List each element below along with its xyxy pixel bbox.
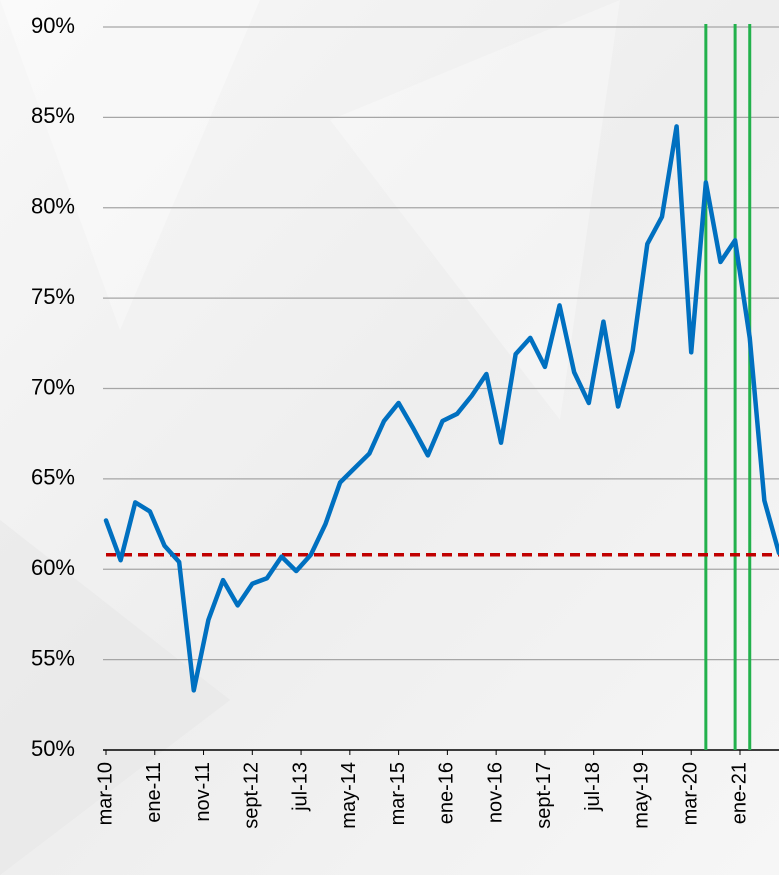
bg-facet	[330, 0, 620, 420]
x-tick-label: ene-16	[436, 762, 458, 824]
y-tick-label: 85%	[31, 103, 75, 128]
bg-facet	[0, 0, 260, 330]
y-tick-label: 55%	[31, 645, 75, 670]
x-tick-label: nov-16	[484, 762, 506, 823]
x-tick-label: mar-20	[679, 762, 701, 825]
y-tick-label: 50%	[31, 736, 75, 761]
x-tick-label: jul-13	[289, 762, 311, 812]
y-tick-label: 75%	[31, 284, 75, 309]
x-tick-label: jul-18	[582, 762, 604, 812]
x-tick-label: ene-21	[728, 762, 750, 824]
x-tick-label: may-19	[631, 762, 653, 829]
x-tick-label: sept-17	[533, 762, 555, 829]
y-tick-label: 60%	[31, 555, 75, 580]
y-tick-label: 80%	[31, 194, 75, 219]
x-tick-label: sept-12	[241, 762, 263, 829]
data-line	[103, 124, 779, 693]
x-tick-label: ene-11	[143, 762, 165, 823]
x-tick-label: nov-11	[192, 762, 214, 822]
x-tick-label: mar-10	[94, 762, 116, 825]
x-tick-label: may-14	[338, 762, 360, 829]
y-tick-label: 90%	[31, 13, 75, 38]
y-tick-label: 70%	[31, 374, 75, 399]
bg-facet	[0, 520, 230, 875]
y-tick-label: 65%	[31, 465, 75, 490]
x-tick-label: mar-15	[387, 762, 409, 825]
